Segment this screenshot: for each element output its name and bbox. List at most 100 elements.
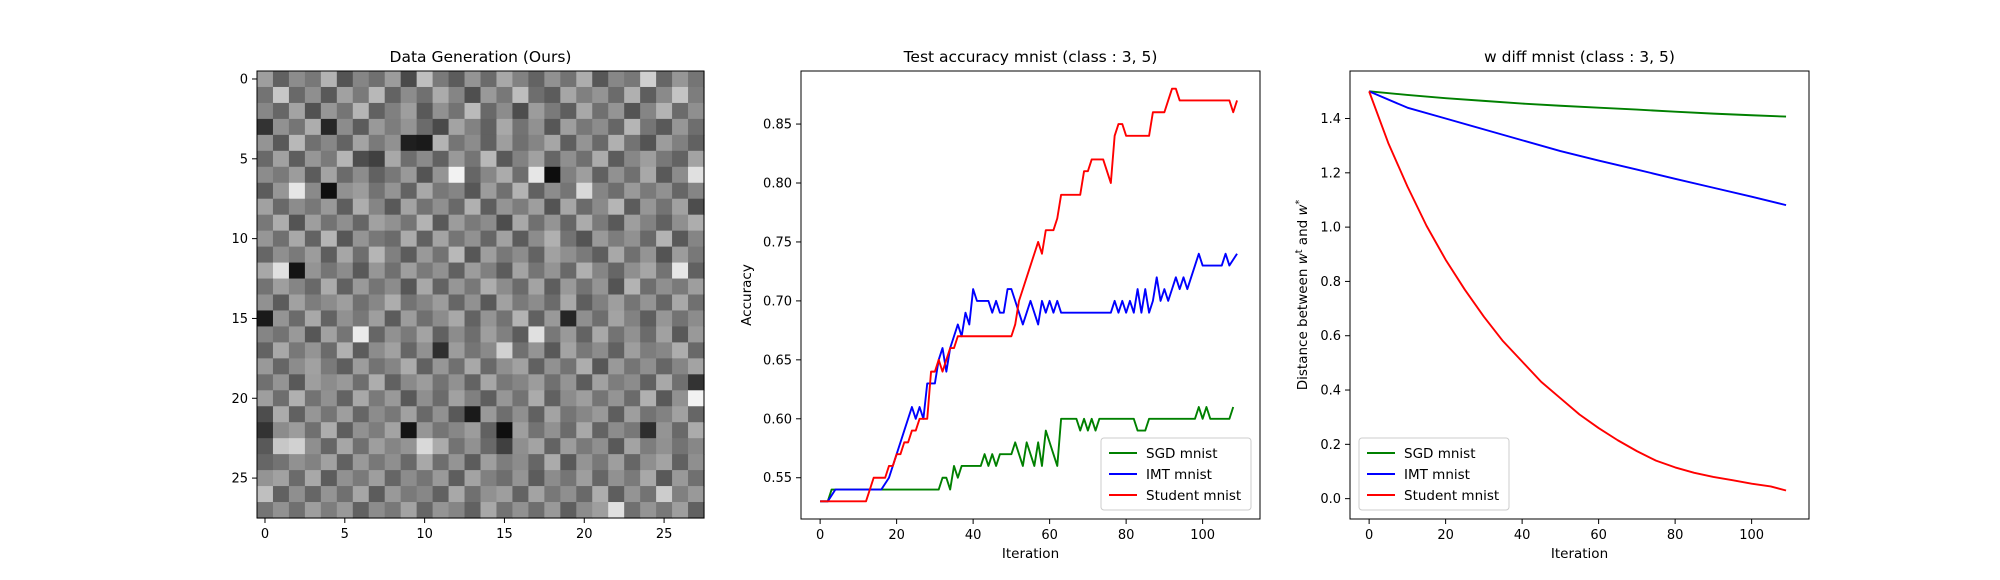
y-tick-label: 0 [240,72,248,87]
heatmap-cell [304,310,322,328]
heatmap-cell [272,134,290,152]
heatmap-cell [288,470,306,487]
heatmap-cell [576,230,593,248]
heatmap-cell [496,86,514,104]
y-tick-label: 15 [231,312,248,327]
heatmap-cell [624,278,641,296]
heatmap-cell [320,230,338,248]
heatmap-cell [624,406,641,423]
heatmap-cell [608,118,625,136]
heatmap-cell [384,134,402,152]
heatmap-cell [576,502,593,519]
heatmap-cell [592,374,609,391]
heatmap-cell [464,294,482,312]
heatmap-cell [432,390,450,407]
heatmap-cell [288,294,306,312]
heatmap-cell [512,342,529,359]
heatmap-cell [272,406,290,423]
heatmap-cell [384,150,402,168]
heatmap-cell [448,150,466,168]
heatmap-cell [688,358,705,375]
heatmap-cell [368,470,386,487]
heatmap-cell [688,166,705,184]
heatmap-cell [528,342,545,359]
heatmap-cell [368,422,386,439]
heatmap-cell [336,406,354,423]
heatmap-cell [400,342,418,359]
heatmap-cell [592,358,609,375]
series-lines [820,87,1238,503]
heatmap-cell [688,198,705,216]
legend: SGD mnist IMT mnist Student mnist [1358,437,1510,511]
heatmap-cell [672,118,689,136]
heatmap-cell [288,310,306,328]
heatmap-cell [416,374,434,391]
heatmap-cell [368,278,386,296]
heatmap-cell [352,102,370,120]
heatmap-cell [640,118,657,136]
heatmap-cell [480,422,498,439]
heatmap-cell [272,502,290,519]
heatmap-cell [608,310,625,328]
heatmap-cell [432,470,450,487]
heatmap-cell [464,230,482,248]
heatmap-cell [384,214,402,232]
heatmap-cell [352,374,370,391]
heatmap-cell [304,150,322,168]
heatmap-cell [432,86,450,104]
heatmap-cell [464,486,482,503]
y-axis-label-part: t [1294,249,1305,253]
heatmap-cell [480,198,498,216]
heatmap-cell [608,502,625,519]
heatmap-cell [416,294,434,312]
heatmap-cell [576,71,593,88]
heatmap-cell [320,150,338,168]
heatmap-cell [432,246,450,264]
heatmap-cell [624,502,641,519]
y-tick-label: 0.70 [763,294,792,309]
heatmap-cell [384,71,402,88]
heatmap-cell [416,262,434,280]
heatmap-cell [464,502,482,519]
heatmap-cell [608,166,625,184]
heatmap-cell [656,502,673,519]
heatmap-cell [304,438,322,455]
heatmap-cell [608,358,625,375]
heatmap-panel: 0 5 10 15 20 25 0 5 10 15 20 25 Data Generation (Our… [231,48,705,542]
heatmap-cell [608,214,625,232]
heatmap-cell [352,486,370,503]
heatmap-cell [368,246,386,264]
heatmap-cell [448,486,466,503]
heatmap-cell [288,358,306,375]
heatmap-cell [592,118,609,136]
heatmap-cell [608,198,625,216]
heatmap-cell [528,214,545,232]
heatmap-cell [384,182,402,200]
heatmap-cell [272,166,290,184]
heatmap-cell [592,326,609,343]
heatmap-cell [624,390,641,407]
heatmap-cell [352,294,370,312]
heatmap-cell [448,278,466,296]
heatmap-cell [592,502,609,519]
heatmap-cell [464,102,482,120]
heatmap-cell [304,262,322,280]
legend-frame [1100,437,1252,511]
heatmap-cell [544,214,561,232]
heatmap-cell [624,470,641,487]
heatmap-cell [320,294,338,312]
heatmap-cell [592,150,609,168]
heatmap-cell [560,390,577,407]
x-tick-label: 80 [1667,528,1684,543]
heatmap-cell [608,246,625,264]
heatmap-cell [528,71,545,88]
heatmap-cell [400,390,418,407]
heatmap-cell [608,150,625,168]
heatmap-cell [576,390,593,407]
heatmap-cell [288,150,306,168]
heatmap-cell [624,486,641,503]
heatmap-cell [336,470,354,487]
heatmap-cell [496,502,514,519]
legend-label: Student mnist [1146,488,1241,504]
heatmap-cell [320,502,338,519]
